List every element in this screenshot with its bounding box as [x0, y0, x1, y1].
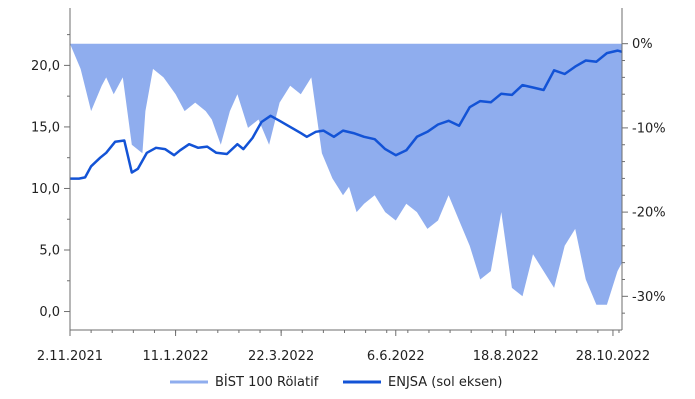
bist100-relative-area	[70, 43, 622, 305]
right-tick-label: 0%	[632, 37, 653, 52]
left-tick-label: 5,0	[39, 244, 60, 259]
x-tick-label: 6.6.2022	[367, 349, 425, 364]
left-tick-label: 20,0	[31, 59, 60, 74]
legend-label-enjsa: ENJSA (sol eksen)	[388, 375, 502, 390]
x-tick-label: 2.11.2021	[37, 349, 103, 364]
axes	[69, 8, 623, 331]
right-tick-label: -30%	[632, 290, 666, 305]
right-tick-label: -20%	[632, 206, 666, 221]
legend-label-bist100: BİST 100 Rölatif	[215, 374, 319, 390]
x-tick-label: 18.8.2022	[473, 349, 539, 364]
left-tick-label: 10,0	[31, 182, 60, 197]
left-tick-label: 15,0	[31, 120, 60, 135]
legend: BİST 100 Rölatif ENJSA (sol eksen)	[170, 374, 502, 390]
enjsa-line	[70, 49, 623, 180]
right-axis-ticks: 0% -10% -20% -30%	[622, 37, 666, 314]
x-tick-label: 28.10.2022	[576, 349, 650, 364]
left-axis-ticks: 0,0 5,0 10,0 15,0 20,0	[31, 34, 70, 320]
left-tick-label: 0,0	[39, 305, 60, 320]
x-tick-label: 22.3.2022	[248, 349, 314, 364]
x-axis-ticks: 2.11.2021 11.1.2022 22.3.2022 6.6.2022 18.8.…	[37, 330, 650, 364]
x-tick-label: 11.1.2022	[142, 349, 208, 364]
right-tick-label: -10%	[632, 121, 666, 136]
plot-area	[70, 43, 623, 305]
